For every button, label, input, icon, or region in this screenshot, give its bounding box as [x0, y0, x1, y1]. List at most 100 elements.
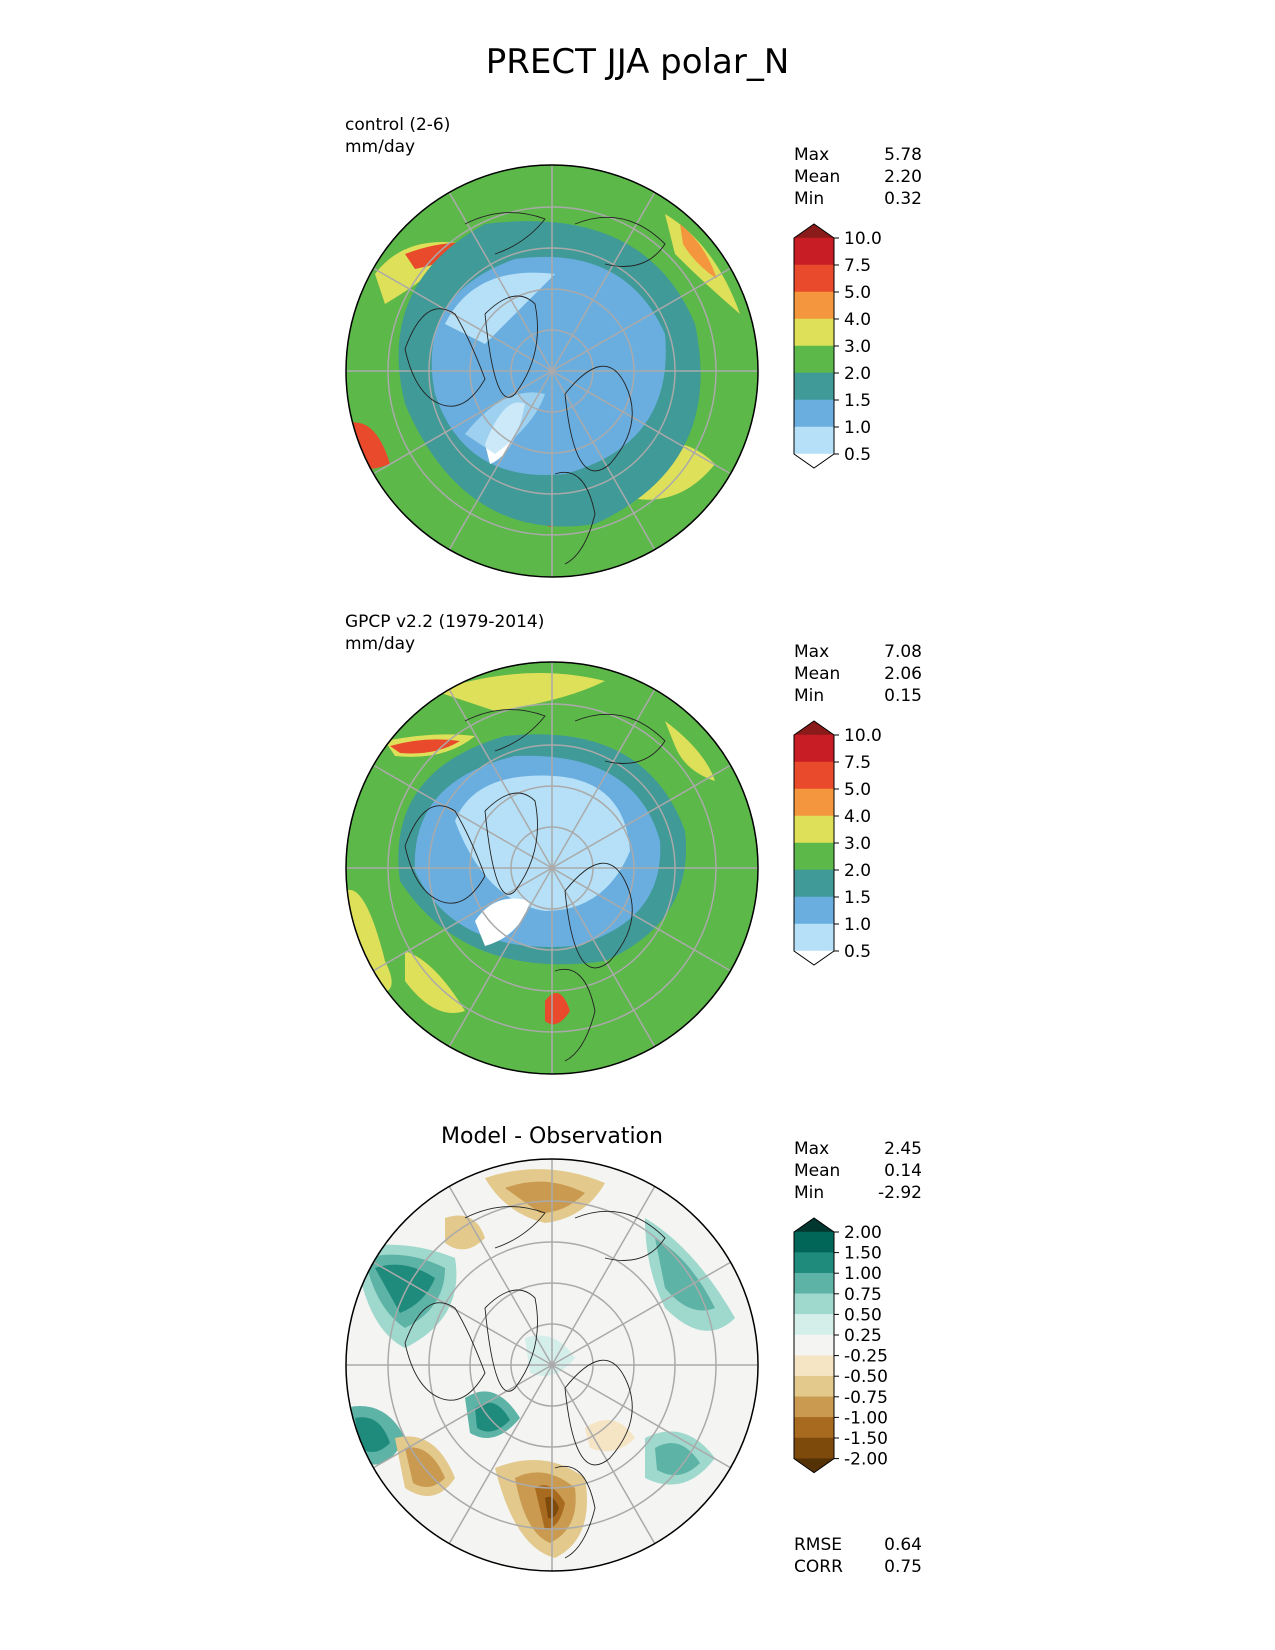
colorbar-segment — [793, 1231, 835, 1253]
colorbar-segment — [793, 1252, 835, 1274]
colorbar-segment — [793, 869, 835, 898]
metric-corr-row: CORR 0.75 — [794, 1556, 922, 1578]
colorbar-tick-label: 2.0 — [844, 364, 871, 384]
colorbar-segment — [793, 372, 835, 401]
panel1-polar-map — [345, 164, 759, 578]
stat-min-row: Min -2.92 — [794, 1182, 922, 1204]
colorbar-tick-label: 1.5 — [844, 391, 871, 411]
colorbar-segment — [793, 923, 835, 952]
colorbar-segment — [793, 761, 835, 790]
colorbar-segment — [793, 1396, 835, 1418]
stat-value: 7.08 — [884, 642, 922, 662]
stat-name: Min — [794, 1183, 825, 1203]
stat-name: Max — [794, 145, 830, 165]
colorbar-tick-label: 3.0 — [844, 834, 871, 854]
colorbar-segment — [793, 1458, 835, 1473]
metric-name: CORR — [794, 1557, 843, 1577]
colorbar-segment — [793, 1314, 835, 1336]
panel1-header: control (2-6) mm/day — [345, 114, 450, 158]
stat-value: 0.32 — [884, 189, 922, 209]
colorbar-tick-label: 1.00 — [844, 1264, 882, 1284]
colorbar-segment — [793, 815, 835, 844]
stat-name: Min — [794, 686, 825, 706]
colorbar-tick-label: -2.00 — [844, 1450, 888, 1470]
colorbar-tick-label: 3.0 — [844, 337, 871, 357]
panel2-header: GPCP v2.2 (1979-2014) mm/day — [345, 611, 544, 655]
panel2-polar-map — [345, 661, 759, 1075]
colorbar-segment — [793, 1355, 835, 1377]
colorbar-tick-label: 4.0 — [844, 310, 871, 330]
figure-title: PRECT JJA polar_N — [485, 42, 790, 82]
stat-max-row: Max 5.78 — [794, 144, 922, 166]
colorbar-segment — [793, 426, 835, 455]
stat-value: 0.14 — [884, 1161, 922, 1181]
colorbar-segment — [793, 1334, 835, 1356]
colorbar-segment — [793, 842, 835, 871]
colorbar-tick-label: 1.50 — [844, 1244, 882, 1264]
stat-min-row: Min 0.32 — [794, 188, 922, 210]
stat-value: 5.78 — [884, 145, 922, 165]
panel1-label: control (2-6) — [345, 115, 451, 135]
colorbar-tick-label: 0.50 — [844, 1305, 882, 1325]
panel3-stats: Max 2.45 Mean 0.14 Min -2.92 — [794, 1138, 922, 1204]
colorbar-tick-label: 2.00 — [844, 1223, 882, 1243]
colorbar-tick-label: 0.5 — [844, 445, 871, 465]
stat-name: Min — [794, 189, 825, 209]
colorbar-tick-label: 0.75 — [844, 1285, 882, 1305]
stat-name: Mean — [794, 664, 841, 684]
panel1-colorbar: 10.0 7.5 5.0 4.0 3.0 2.0 1.5 1.0 0.5 — [793, 223, 882, 469]
panel2-label: GPCP v2.2 (1979-2014) — [345, 612, 545, 632]
colorbar-segment — [793, 720, 835, 736]
stat-name: Mean — [794, 167, 841, 187]
panel3-metrics: RMSE 0.64 CORR 0.75 — [794, 1534, 922, 1578]
panel1-stats: Max 5.78 Mean 2.20 Min 0.32 — [794, 144, 922, 210]
colorbar-segment — [793, 291, 835, 320]
panel3-title: Model - Observation — [441, 1124, 663, 1149]
colorbar-tick-label: -0.50 — [844, 1367, 888, 1387]
colorbar-segment — [793, 950, 835, 966]
colorbar-segment — [793, 318, 835, 347]
colorbar-segment — [793, 1417, 835, 1439]
colorbar-tick-label: 0.5 — [844, 942, 871, 962]
stat-max-row: Max 2.45 — [794, 1138, 922, 1160]
colorbar-segment — [793, 1217, 835, 1233]
stat-mean-row: Mean 2.20 — [794, 166, 922, 188]
stat-value: -2.92 — [878, 1183, 922, 1203]
metric-rmse-row: RMSE 0.64 — [794, 1534, 922, 1556]
colorbar-segment — [793, 1293, 835, 1315]
colorbar-segment — [793, 1272, 835, 1295]
panel2-colorbar: 10.0 7.5 5.0 4.0 3.0 2.0 1.5 1.0 0.5 — [793, 720, 882, 966]
colorbar-tick-label: -0.25 — [844, 1347, 888, 1367]
colorbar-segment — [793, 399, 835, 428]
colorbar-tick-label: 1.0 — [844, 418, 871, 438]
panel2-stats: Max 7.08 Mean 2.06 Min 0.15 — [794, 641, 922, 707]
stat-value: 0.15 — [884, 686, 922, 706]
colorbar-segment — [793, 1437, 835, 1459]
stat-mean-row: Mean 2.06 — [794, 663, 922, 685]
colorbar-segment — [793, 237, 835, 266]
colorbar-segment — [793, 734, 835, 763]
metric-name: RMSE — [794, 1535, 843, 1555]
colorbar-tick-label: 2.0 — [844, 861, 871, 881]
colorbar-tick-label: 7.5 — [844, 753, 871, 773]
colorbar-tick-label: 1.0 — [844, 915, 871, 935]
colorbar-segment — [793, 345, 835, 374]
stat-max-row: Max 7.08 — [794, 641, 922, 663]
metric-value: 0.75 — [884, 1557, 922, 1577]
stat-name: Max — [794, 642, 830, 662]
colorbar-tick-label: 5.0 — [844, 283, 871, 303]
stat-name: Mean — [794, 1161, 841, 1181]
colorbar-segment — [793, 1375, 835, 1398]
colorbar-tick-label: 1.5 — [844, 888, 871, 908]
colorbar-segment — [793, 788, 835, 817]
colorbar-tick-label: 10.0 — [844, 229, 882, 249]
colorbar-segment — [793, 896, 835, 925]
stat-name: Max — [794, 1139, 830, 1159]
colorbar-tick-label: 0.25 — [844, 1326, 882, 1346]
colorbar-tick-label: -1.50 — [844, 1429, 888, 1449]
stat-value: 2.45 — [884, 1139, 922, 1159]
panel2-units: mm/day — [345, 634, 416, 654]
colorbar-tick-label: 4.0 — [844, 807, 871, 827]
colorbar-tick-label: 7.5 — [844, 256, 871, 276]
panel3-polar-map — [345, 1158, 759, 1572]
